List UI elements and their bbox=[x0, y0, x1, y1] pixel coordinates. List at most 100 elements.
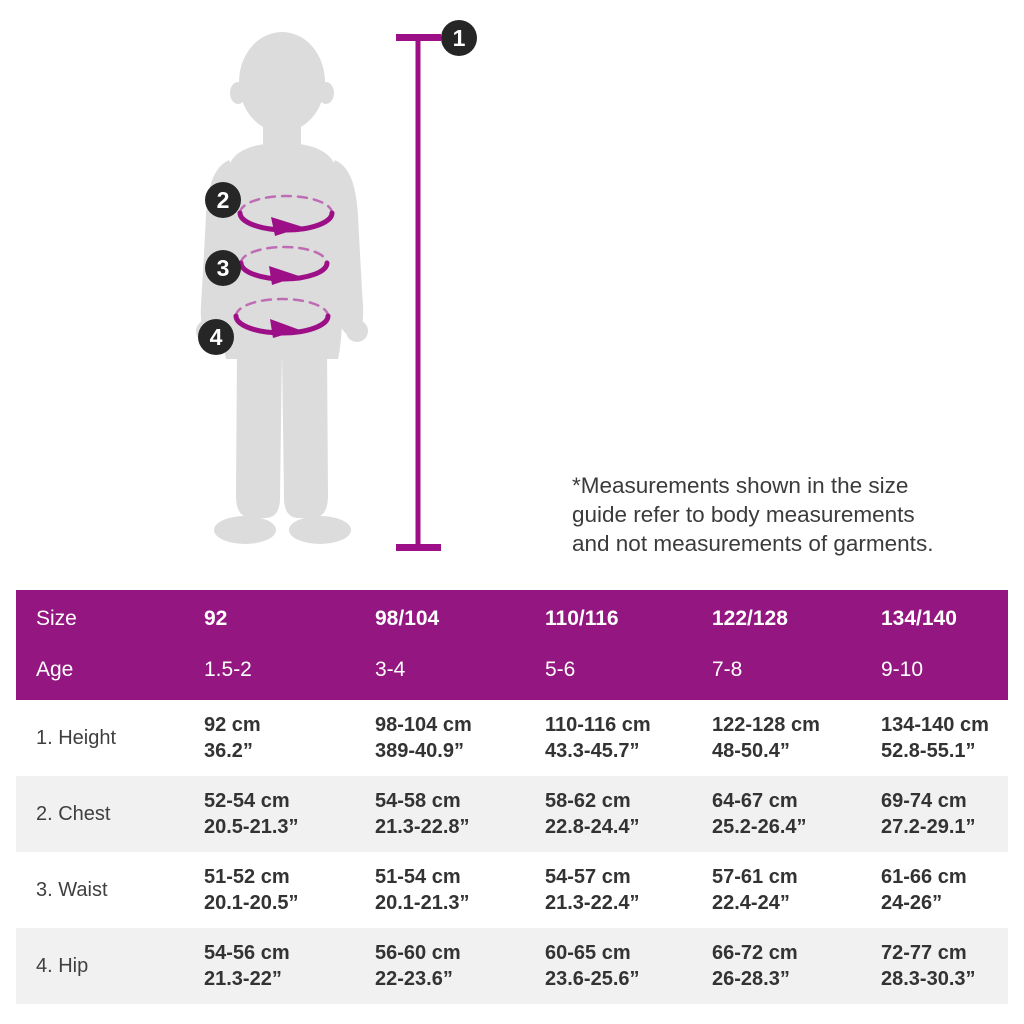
measurement-cell: 72-77 cm 28.3-30.3” bbox=[881, 940, 1008, 992]
age-header-row: Age 1.5-2 3-4 5-6 7-8 9-10 bbox=[16, 644, 1008, 695]
cm-value: 54-56 cm bbox=[204, 942, 290, 964]
inch-value: 20.1-21.3” bbox=[375, 892, 470, 914]
height-measure-line bbox=[396, 34, 441, 551]
measurement-cell: 92 cm 36.2” bbox=[204, 712, 375, 764]
measurement-cell: 54-58 cm 21.3-22.8” bbox=[375, 788, 545, 840]
marker-badge-waist: 3 bbox=[205, 250, 241, 286]
measurement-cell: 134-140 cm 52.8-55.1” bbox=[881, 712, 1008, 764]
size-guide-table: Size 92 98/104 110/116 122/128 134/140 A… bbox=[16, 590, 1008, 1004]
age-header-label: Age bbox=[36, 657, 74, 681]
child-silhouette bbox=[196, 32, 368, 544]
cm-value: 52-54 cm bbox=[204, 790, 290, 812]
marker-number: 2 bbox=[216, 186, 230, 213]
measurement-cell: 51-52 cm 20.1-20.5” bbox=[204, 864, 375, 916]
cm-value: 56-60 cm bbox=[375, 942, 461, 964]
cm-value: 110-116 cm bbox=[545, 714, 651, 736]
marker-number: 4 bbox=[209, 323, 223, 350]
cm-value: 61-66 cm bbox=[881, 866, 967, 888]
cm-value: 51-52 cm bbox=[204, 866, 290, 888]
marker-badge-height: 1 bbox=[441, 20, 477, 56]
cm-value: 51-54 cm bbox=[375, 866, 461, 888]
marker-number: 3 bbox=[216, 254, 230, 281]
measurement-cell: 58-62 cm 22.8-24.4” bbox=[545, 788, 712, 840]
measurement-cell: 69-74 cm 27.2-29.1” bbox=[881, 788, 1008, 840]
age-value: 5-6 bbox=[545, 657, 576, 681]
cm-value: 54-57 cm bbox=[545, 866, 631, 888]
inch-value: 28.3-30.3” bbox=[881, 968, 976, 990]
size-col-header: 110/116 bbox=[545, 606, 619, 630]
chest-arrow-icon bbox=[271, 217, 303, 236]
disclaimer-line: *Measurements shown in the size bbox=[572, 473, 909, 498]
cm-value: 122-128 cm bbox=[712, 714, 820, 736]
age-value: 3-4 bbox=[375, 657, 406, 681]
cm-value: 69-74 cm bbox=[881, 790, 967, 812]
size-col-header: 134/140 bbox=[881, 606, 957, 630]
size-col-header: 92 bbox=[204, 606, 228, 630]
inch-value: 26-28.3” bbox=[712, 968, 790, 990]
table-row: 3. Waist 51-52 cm 20.1-20.5” 51-54 cm 20.1-2… bbox=[16, 852, 1008, 928]
disclaimer-line: guide refer to body measurements bbox=[572, 502, 915, 527]
inch-value: 389-40.9” bbox=[375, 740, 464, 762]
inch-value: 43.3-45.7” bbox=[545, 740, 640, 762]
hip-tape-measure bbox=[233, 297, 331, 338]
marker-badge-hip: 4 bbox=[198, 319, 234, 355]
hip-arrow-icon bbox=[270, 319, 300, 338]
inch-value: 22.8-24.4” bbox=[545, 816, 640, 838]
table-row: 2. Chest 52-54 cm 20.5-21.3” 54-58 cm 21.3-2… bbox=[16, 776, 1008, 852]
table-header: Size 92 98/104 110/116 122/128 134/140 A… bbox=[16, 590, 1008, 700]
measurement-cell: 61-66 cm 24-26” bbox=[881, 864, 1008, 916]
row-label: 2. Chest bbox=[36, 802, 111, 825]
measurement-cell: 54-56 cm 21.3-22” bbox=[204, 940, 375, 992]
size-col-header: 98/104 bbox=[375, 606, 440, 630]
inch-value: 22-23.6” bbox=[375, 968, 453, 990]
age-value: 9-10 bbox=[881, 657, 924, 681]
cm-value: 57-61 cm bbox=[712, 866, 798, 888]
cm-value: 134-140 cm bbox=[881, 714, 989, 736]
cm-value: 72-77 cm bbox=[881, 942, 967, 964]
marker-badge-chest: 2 bbox=[205, 182, 241, 218]
measurement-cell: 56-60 cm 22-23.6” bbox=[375, 940, 545, 992]
measurement-cell: 54-57 cm 21.3-22.4” bbox=[545, 864, 712, 916]
measurement-cell: 51-54 cm 20.1-21.3” bbox=[375, 864, 545, 916]
inch-value: 23.6-25.6” bbox=[545, 968, 640, 990]
inch-value: 36.2” bbox=[204, 740, 253, 762]
measurement-cell: 98-104 cm 389-40.9” bbox=[375, 712, 545, 764]
cm-value: 98-104 cm bbox=[375, 714, 472, 736]
cm-value: 58-62 cm bbox=[545, 790, 631, 812]
inch-value: 48-50.4” bbox=[712, 740, 790, 762]
row-label: 4. Hip bbox=[36, 954, 89, 977]
cm-value: 60-65 cm bbox=[545, 942, 631, 964]
table-body: 1. Height 92 cm 36.2” 98-104 cm 389-40.9” 110… bbox=[16, 700, 1008, 1004]
inch-value: 21.3-22.8” bbox=[375, 816, 470, 838]
measurement-cell: 122-128 cm 48-50.4” bbox=[712, 712, 881, 764]
chest-tape-measure bbox=[237, 194, 335, 236]
inch-value: 25.2-26.4” bbox=[712, 816, 807, 838]
age-value: 7-8 bbox=[712, 657, 743, 681]
inch-value: 22.4-24” bbox=[712, 892, 790, 914]
inch-value: 20.5-21.3” bbox=[204, 816, 299, 838]
cm-value: 92 cm bbox=[204, 714, 261, 736]
inch-value: 20.1-20.5” bbox=[204, 892, 299, 914]
cm-value: 64-67 cm bbox=[712, 790, 798, 812]
waist-tape-measure bbox=[238, 245, 330, 285]
inch-value: 52.8-55.1” bbox=[881, 740, 976, 762]
cm-value: 66-72 cm bbox=[712, 942, 798, 964]
measurement-cell: 57-61 cm 22.4-24” bbox=[712, 864, 881, 916]
inch-value: 21.3-22.4” bbox=[545, 892, 640, 914]
inch-value: 27.2-29.1” bbox=[881, 816, 976, 838]
cm-value: 54-58 cm bbox=[375, 790, 461, 812]
disclaimer-line: and not measurements of garments. bbox=[572, 531, 934, 556]
measurement-cell: 64-67 cm 25.2-26.4” bbox=[712, 788, 881, 840]
inch-value: 24-26” bbox=[881, 892, 943, 914]
table-row: 4. Hip 54-56 cm 21.3-22” 56-60 cm 22-23.6” 60… bbox=[16, 928, 1008, 1004]
measurement-cell: 66-72 cm 26-28.3” bbox=[712, 940, 881, 992]
waist-arrow-icon bbox=[269, 266, 299, 285]
size-header-row: Size 92 98/104 110/116 122/128 134/140 bbox=[16, 593, 1008, 644]
measurement-cell: 60-65 cm 23.6-25.6” bbox=[545, 940, 712, 992]
row-label: 3. Waist bbox=[36, 878, 108, 901]
age-value: 1.5-2 bbox=[204, 657, 252, 681]
measurement-cell: 110-116 cm 43.3-45.7” bbox=[545, 712, 712, 764]
marker-number: 1 bbox=[452, 24, 466, 51]
table-row: 1. Height 92 cm 36.2” 98-104 cm 389-40.9” 110… bbox=[16, 700, 1008, 776]
